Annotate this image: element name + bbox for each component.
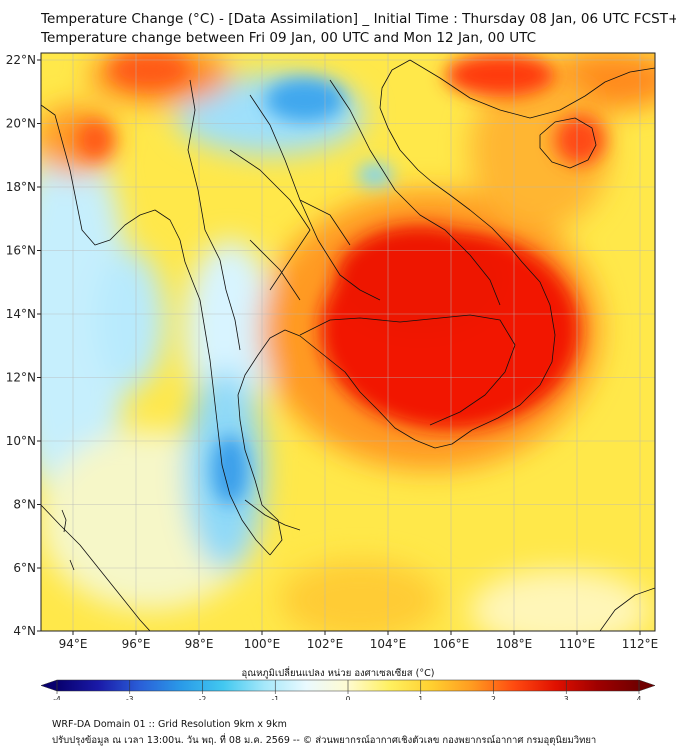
colorbar-min-extend bbox=[40, 679, 58, 692]
coastlines-and-borders bbox=[41, 59, 655, 631]
lon-label: 112°E bbox=[622, 637, 659, 651]
lat-label: 22°N bbox=[6, 53, 36, 67]
lat-label: 14°N bbox=[6, 307, 36, 321]
colorbar-tick-label: 1 bbox=[418, 695, 423, 700]
colorbar: -4 -3 -2 -1 0 1 2 3 4 bbox=[40, 679, 656, 700]
cool-spot-laos bbox=[357, 163, 393, 187]
lon-label: 96°E bbox=[122, 637, 151, 651]
mild-cool-thailand bbox=[185, 240, 275, 420]
colorbar-tick-label: -2 bbox=[199, 695, 207, 700]
myanmar-coastline bbox=[41, 104, 271, 556]
colorbar-tick-label: 4 bbox=[637, 695, 642, 700]
lat-label: 4°N bbox=[13, 624, 36, 638]
lat-label: 12°N bbox=[6, 371, 36, 385]
lon-label: 100°E bbox=[244, 637, 281, 651]
colorbar-title: อุณหภูมิเปลี่ยนแปลง หน่วย องศาเซลเซียส (… bbox=[241, 668, 435, 679]
lat-label: 16°N bbox=[6, 244, 36, 258]
map-subtitle: Temperature change between Fri 09 Jan, 0… bbox=[41, 30, 537, 46]
temperature-change-map: 22°N 20°N 18°N 16°N 14°N 12°N 10°N 8°N 6… bbox=[6, 52, 659, 700]
hainan-island bbox=[539, 117, 597, 169]
map-title: Temperature Change (°C) - [Data Assimila… bbox=[41, 11, 676, 27]
lat-label: 10°N bbox=[6, 434, 36, 448]
andaman-islands bbox=[61, 509, 75, 571]
lat-label: 18°N bbox=[6, 180, 36, 194]
lon-label: 106°E bbox=[433, 637, 470, 651]
gulf-of-thailand-coast bbox=[237, 59, 556, 556]
lon-label: 104°E bbox=[370, 637, 407, 651]
border-thailand-laos bbox=[249, 94, 381, 301]
border-malaysia bbox=[244, 499, 301, 531]
lon-label: 108°E bbox=[496, 637, 533, 651]
colorbar-tick-label: -3 bbox=[126, 695, 134, 700]
colorbar-max-extend bbox=[638, 679, 656, 692]
colorbar-tick-label: -4 bbox=[53, 695, 61, 700]
strong-warm-myanmar bbox=[77, 120, 113, 160]
temperature-field bbox=[41, 53, 655, 631]
lat-label: 20°N bbox=[6, 117, 36, 131]
lon-label: 102°E bbox=[307, 637, 344, 651]
border-laos-vietnam bbox=[329, 79, 501, 306]
map-frame bbox=[40, 52, 656, 632]
colorbar-tick-label: 2 bbox=[491, 695, 496, 700]
lat-label: 8°N bbox=[13, 498, 36, 512]
longitude-axis: 94°E 96°E 98°E 100°E 102°E 104°E 106°E 1… bbox=[59, 631, 659, 651]
mild-warm-laos bbox=[470, 70, 610, 230]
lat-label: 6°N bbox=[13, 561, 36, 575]
border-internal-thailand bbox=[229, 149, 351, 301]
sumatra-coast bbox=[41, 504, 151, 631]
strong-warm-northeast-thailand bbox=[335, 225, 505, 335]
strong-warm-northwest bbox=[110, 53, 190, 88]
footer-update-info: ปรับปรุงข้อมูล ณ เวลา 13:00น. วัน พฤ. ที… bbox=[52, 735, 597, 746]
border-myanmar-thailand bbox=[187, 79, 241, 351]
cool-region-gulf-west bbox=[95, 250, 165, 390]
mild-warm-south bbox=[280, 560, 440, 631]
border-cambodia bbox=[299, 314, 516, 426]
cool-region-west bbox=[41, 130, 130, 510]
vietnam-north-coast bbox=[409, 59, 655, 119]
colorbar-tick-label: 3 bbox=[564, 695, 569, 700]
lon-label: 94°E bbox=[59, 637, 88, 651]
footer-model-info: WRF-DA Domain 01 :: Grid Resolution 9km … bbox=[52, 719, 287, 730]
colorbar-tick-label: -1 bbox=[272, 695, 280, 700]
neutral-region-south bbox=[470, 570, 650, 631]
gridlines bbox=[41, 53, 655, 631]
strong-warm-northeast bbox=[445, 53, 555, 97]
latitude-axis: 22°N 20°N 18°N 16°N 14°N 12°N 10°N 8°N 6… bbox=[6, 53, 41, 638]
colorbar-tick-label: 0 bbox=[346, 695, 351, 700]
strong-warm-hainan bbox=[555, 115, 605, 165]
lon-label: 98°E bbox=[185, 637, 214, 651]
lon-label: 110°E bbox=[559, 637, 596, 651]
strong-cool-peninsula bbox=[212, 435, 248, 505]
borneo-coast bbox=[599, 587, 655, 631]
